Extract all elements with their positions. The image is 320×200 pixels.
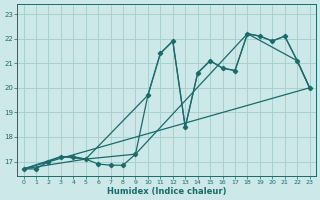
X-axis label: Humidex (Indice chaleur): Humidex (Indice chaleur) bbox=[107, 187, 226, 196]
